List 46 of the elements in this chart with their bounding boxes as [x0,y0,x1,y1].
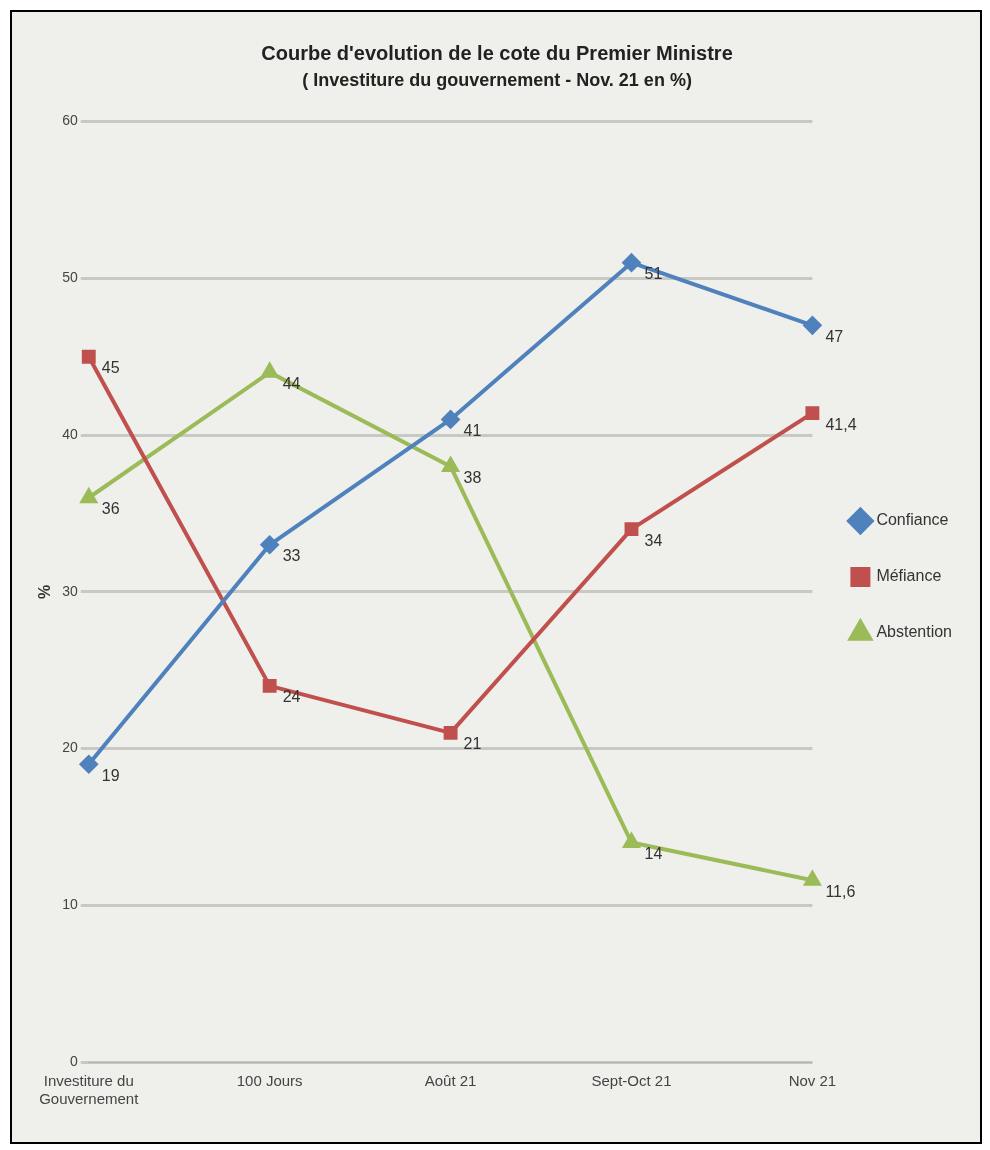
y-tick-label: 10 [62,896,78,913]
y-tick-label: 0 [69,1052,78,1069]
data-label: 41,4 [825,415,857,433]
y-tick-label: 60 [62,112,78,129]
x-tick-label: Sept-Oct 21 [591,1072,672,1090]
y-tick-label: 20 [62,739,78,756]
data-label: 24 [282,688,301,706]
data-label: 19 [101,766,120,784]
point [261,363,278,378]
x-tick-label: Août 21 [424,1072,477,1090]
y-tick-label: 30 [62,582,78,599]
x-tick-label: 100 Jours [236,1072,303,1090]
chart-title: Courbe d'evolution de le cote du Premier Ministre [261,41,733,64]
chart-subtitle: ( Investiture du gouvernement - Nov. 21 en %) [302,69,692,90]
y-tick-label: 40 [62,425,78,442]
point [441,410,460,429]
data-label: 11,6 [825,882,856,900]
point [79,755,98,774]
data-label: 38 [463,468,482,486]
data-label: 36 [101,500,120,518]
data-label: 34 [644,531,663,549]
data-label: 45 [101,359,120,377]
point [805,406,820,421]
x-tick-label: Investiture du Gouvernement [39,1072,140,1108]
point [804,871,821,886]
data-label: 14 [644,844,663,862]
point [260,535,279,554]
point [262,678,277,693]
point [442,457,459,472]
point [443,725,458,740]
y-tick-label: 50 [62,269,78,286]
point [803,316,822,335]
data-label: 41 [463,421,482,439]
point [624,522,639,537]
data-label: 21 [463,735,482,753]
data-label: 33 [282,547,301,565]
x-tick-label: Nov 21 [788,1072,837,1090]
y-axis-title: % [36,584,54,599]
legend-label: Abstention [876,623,952,641]
legend-label: Méfiance [876,567,942,585]
point [81,349,96,364]
point [622,831,641,849]
data-label: 44 [282,374,301,392]
data-label: 47 [825,327,844,345]
point [622,253,641,272]
legend-label: Confiance [876,511,949,529]
